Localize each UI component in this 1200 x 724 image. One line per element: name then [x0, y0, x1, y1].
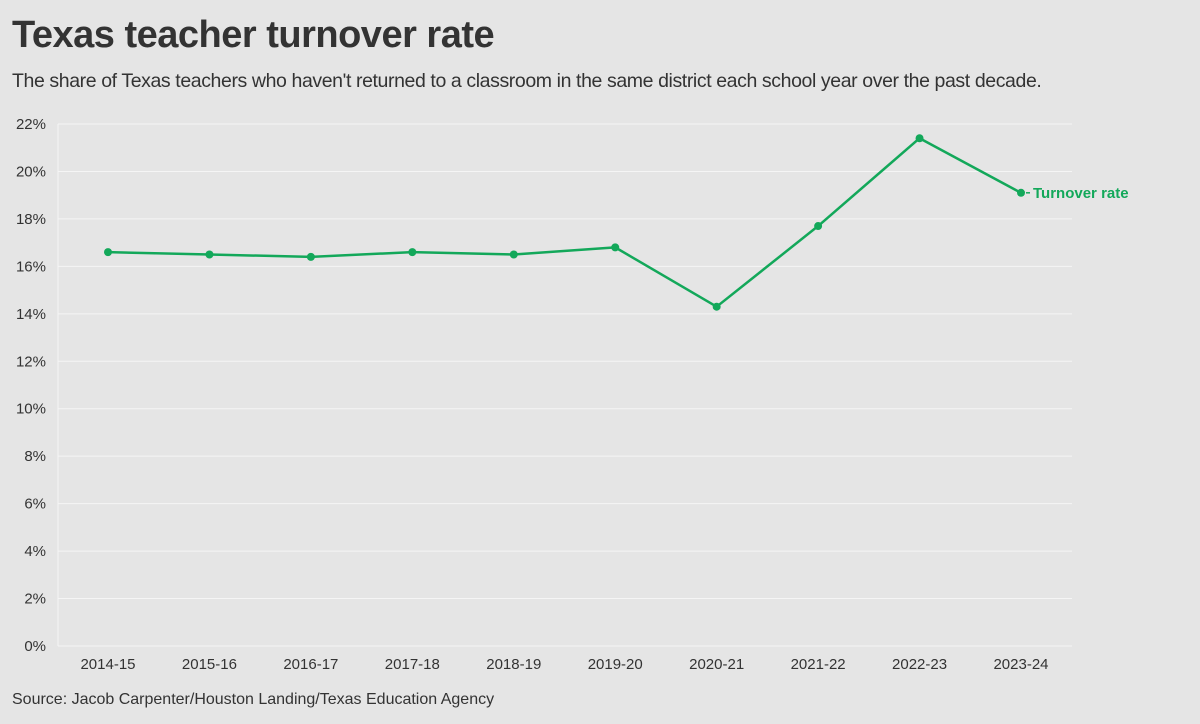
- data-point: [915, 134, 924, 143]
- series-layer: Turnover rate: [104, 134, 1129, 311]
- y-tick-label: 4%: [24, 543, 46, 560]
- chart-title: Texas teacher turnover rate: [12, 14, 495, 56]
- data-point: [408, 248, 417, 257]
- x-tick-label: 2020-21: [689, 656, 744, 673]
- y-tick-label: 8%: [24, 448, 46, 465]
- y-tick-label: 10%: [16, 401, 46, 418]
- series-line: [106, 136, 1023, 308]
- y-tick-label: 22%: [16, 116, 46, 133]
- chart-subtitle: The share of Texas teachers who haven't …: [12, 70, 1042, 92]
- y-tick-label: 6%: [24, 496, 46, 513]
- x-tick-label: 2015-16: [182, 656, 237, 673]
- data-point: [104, 248, 112, 257]
- x-tick-label: 2019-20: [588, 656, 643, 673]
- x-tick-label: 2016-17: [283, 656, 338, 673]
- y-tick-label: 0%: [24, 638, 46, 655]
- y-tick-label: 2%: [24, 591, 46, 608]
- series-label: Turnover rate: [1033, 185, 1129, 202]
- y-tick-label: 20%: [16, 163, 46, 180]
- y-tick-label: 14%: [16, 306, 46, 323]
- data-point: [611, 243, 620, 252]
- y-tick-label: 12%: [16, 353, 46, 370]
- data-point: [306, 252, 315, 261]
- data-point: [1017, 188, 1025, 197]
- gridlines: [58, 123, 1072, 647]
- x-tick-label: 2018-19: [486, 656, 541, 673]
- y-tick-label: 18%: [16, 211, 46, 228]
- axes: 0% 2% 4% 6% 8% 10% 12% 14% 16% 18% 20% 22% 2014-15 20…: [16, 116, 1049, 673]
- x-tick-label: 2017-18: [385, 656, 440, 673]
- x-tick-label: 2022-23: [892, 656, 947, 673]
- data-point: [814, 222, 823, 231]
- source-note: Source: Jacob Carpenter/Houston Landing/…: [12, 691, 495, 708]
- data-point: [205, 250, 214, 259]
- x-tick-label: 2014-15: [80, 656, 135, 673]
- data-point: [712, 302, 721, 311]
- x-tick-label: 2021-22: [791, 656, 846, 673]
- y-tick-label: 16%: [16, 258, 46, 275]
- data-point: [509, 250, 518, 259]
- x-tick-label: 2023-24: [993, 656, 1048, 673]
